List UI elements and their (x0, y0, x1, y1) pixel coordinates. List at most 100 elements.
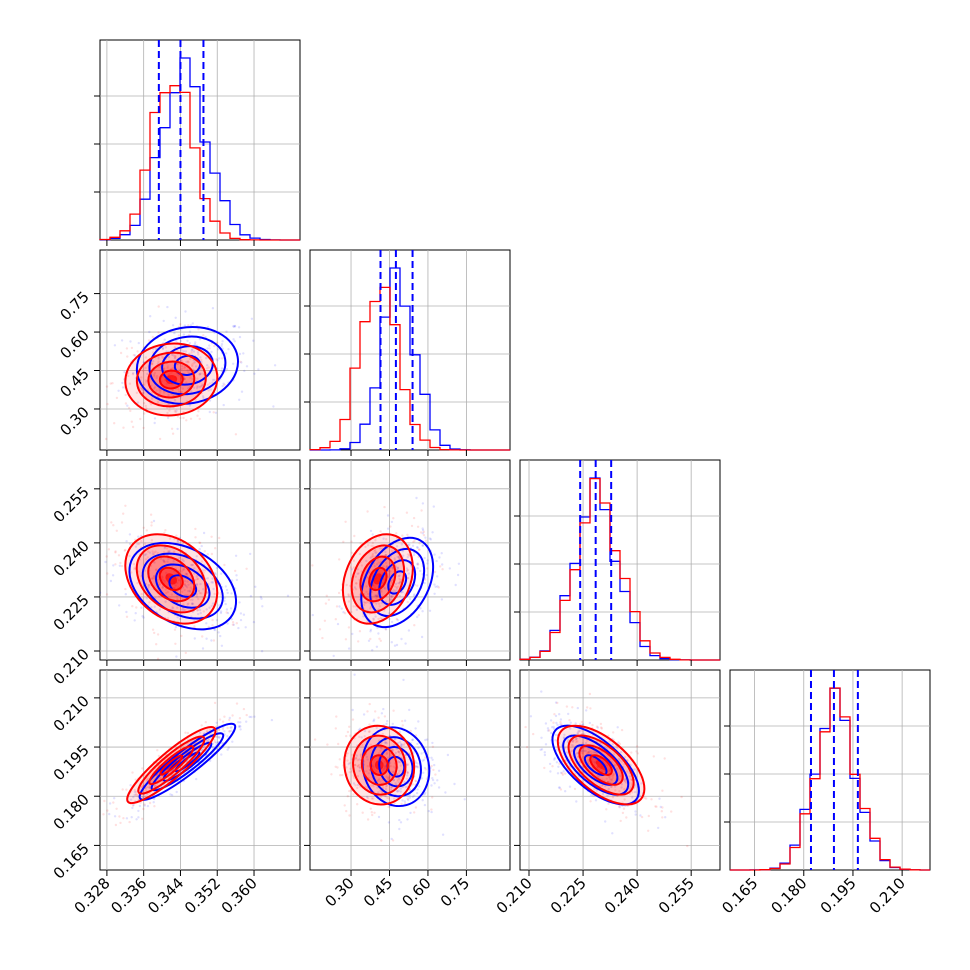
pair-r3-c1-blue-point (376, 786, 379, 789)
pair-r2-c0-blue-point (148, 551, 152, 554)
pair-r2-c1-blue-point (375, 602, 378, 605)
pair-r3-c1-blue-point (437, 786, 441, 789)
pair-r1-c0-blue-point (120, 339, 124, 342)
pair-r3-c2-blue-point (558, 713, 561, 716)
pair-r3-c1-blue-point (415, 791, 419, 795)
pair-r3-c2-blue-point (640, 782, 643, 785)
pair-r1-c0-blue-point (233, 325, 237, 328)
pair-r2-c1-red-point (424, 539, 428, 542)
pair-r3-c1-red-point (379, 795, 383, 799)
pair-r2-c0-red-point (155, 568, 158, 571)
pair-r3-c1-red-point (387, 805, 390, 809)
pair-r2-c0-blue-point (230, 592, 233, 595)
pair-r2-c1-blue-point (311, 613, 314, 617)
pair-r3-c2-blue-point (609, 785, 613, 788)
pair-r3-c0-red-point (214, 735, 218, 738)
pair-r2-c1-blue-point (386, 514, 390, 517)
pair-r2-c0-red-point (156, 657, 160, 660)
pair-r3-c0-red-point (140, 785, 143, 789)
pair-r3-c0-blue-point (145, 793, 148, 796)
pair-r2-c1-red-point (378, 605, 381, 608)
pair-r2-c0-red-point (203, 569, 207, 572)
pair-r2-c1-red-point (395, 532, 398, 535)
pair-r2-c1-blue-point (371, 649, 374, 652)
pair-r3-c0-red-contour-3 (126, 726, 217, 805)
pair-r2-c0-red-point (200, 560, 204, 563)
pair-r2-c0-red-point (153, 577, 156, 580)
pair-r2-c1-red-point (405, 511, 409, 514)
pair-r3-c2-blue-point (544, 722, 548, 725)
pair-r2-c1-blue-point (416, 546, 419, 549)
pair-r2-c1-blue-point (369, 529, 373, 533)
pair-r3-c1-red-point (358, 735, 361, 739)
pair-r2-c1-blue-point (373, 594, 376, 597)
pair-r3-c1-blue-contour-1 (378, 746, 414, 788)
pair-r2-c0-blue-point (152, 519, 156, 523)
pair-r1-c0-blue-point (186, 339, 189, 342)
pair-r2-c1-blue-point (382, 565, 385, 568)
pair-r3-c2-red-point (623, 798, 626, 801)
pair-r2-c0-red-point (180, 570, 183, 573)
pair-r3-c1-blue-point (416, 762, 419, 765)
pair-r3-c1-blue-point (392, 779, 395, 782)
pair-r1-c0-blue-point (152, 373, 156, 376)
pair-r2-c0-blue-point (178, 617, 182, 621)
pair-r2-c1-blue-point (405, 567, 409, 570)
pair-r3-c0-red-point (145, 786, 149, 789)
pair-r3-c0-blue-contour-3 (138, 722, 237, 801)
pair-r2-c1-red-point (347, 594, 350, 597)
pair-r2-c0-blue-point (147, 586, 150, 589)
pair-r3-c0-blue-point (202, 745, 205, 749)
pair-r2-c0-red-point (114, 563, 117, 566)
pair-r2-c1-blue-point (406, 569, 409, 572)
pair-r2-c1-blue-point (399, 581, 402, 584)
pair-r3-c2-blue-point (582, 749, 586, 752)
pair-r2-c1-red-contour-3 (341, 533, 414, 625)
pair-r3-c1-red-point (377, 779, 380, 782)
pair-r3-c2-red-point (570, 749, 573, 753)
pair-r3-c0-red-point (153, 805, 156, 808)
pair-r2-c1-blue-point (376, 595, 379, 598)
pair-r1-c0-blue-point (150, 397, 154, 400)
pair-r3-c2-blue-point (582, 750, 585, 753)
pair-r3-c0-red-point (119, 821, 122, 825)
pair-r2-c1-red-point (398, 582, 401, 585)
pair-r1-c0-red-point (176, 362, 179, 365)
pair-r1-c0-red-point (176, 363, 179, 366)
pair-r2-c1-blue-point (425, 573, 428, 577)
pair-r1-c0-red-point (215, 358, 218, 361)
pair-r3-c1-red-point (374, 710, 377, 713)
pair-r2-c1-blue-point (457, 562, 461, 565)
pair-r1-c0-blue-point (197, 385, 200, 388)
pair-r1-c0-red-point (152, 387, 156, 390)
pair-r1-c0-red-point (166, 366, 169, 370)
pair-r3-c1-red-point (366, 765, 369, 768)
pair-r2-c1-blue-point (372, 617, 375, 620)
pair-r3-c1-red-point (368, 702, 371, 706)
pair-r3-c1-blue-point (392, 779, 396, 782)
pair-r1-c0-blue-point (146, 372, 149, 376)
pair-r1-c0-red-point (136, 350, 139, 353)
pair-r3-c2-red-point (586, 751, 590, 754)
pair-r1-c0-blue-point (137, 341, 140, 345)
pair-r2-c0-red-point (163, 560, 166, 564)
pair-r2-c1-blue-point (394, 589, 397, 592)
pair-r1-c0-blue-point (232, 338, 235, 341)
pair-r2-c1-red-point (392, 517, 395, 520)
pair-r3-c0-blue-point (228, 730, 231, 733)
pair-r3-c1-blue-point (416, 788, 419, 791)
pair-r3-c2-blue-point (620, 783, 623, 786)
pair-r1-c0-red-point (144, 366, 147, 370)
pair-r2-c1-red-point (384, 561, 388, 564)
pair-r3-c1-blue-point (398, 818, 401, 822)
pair-r2-c1-red-point (337, 591, 341, 595)
pair-r2-c1-red-point (371, 554, 374, 557)
pair-r3-c2-red-point (612, 772, 615, 776)
pair-r3-c1-blue-point (389, 788, 393, 792)
pair-r3-c1-red-point (354, 756, 358, 760)
pair-r3-c2-red-point (605, 777, 608, 780)
pair-r2-c0-red-point (163, 531, 166, 534)
pair-r3-c2-blue-point (552, 725, 555, 729)
pair-r3-c1-red-point (432, 768, 435, 772)
pair-r3-c1-red-point (373, 811, 376, 814)
